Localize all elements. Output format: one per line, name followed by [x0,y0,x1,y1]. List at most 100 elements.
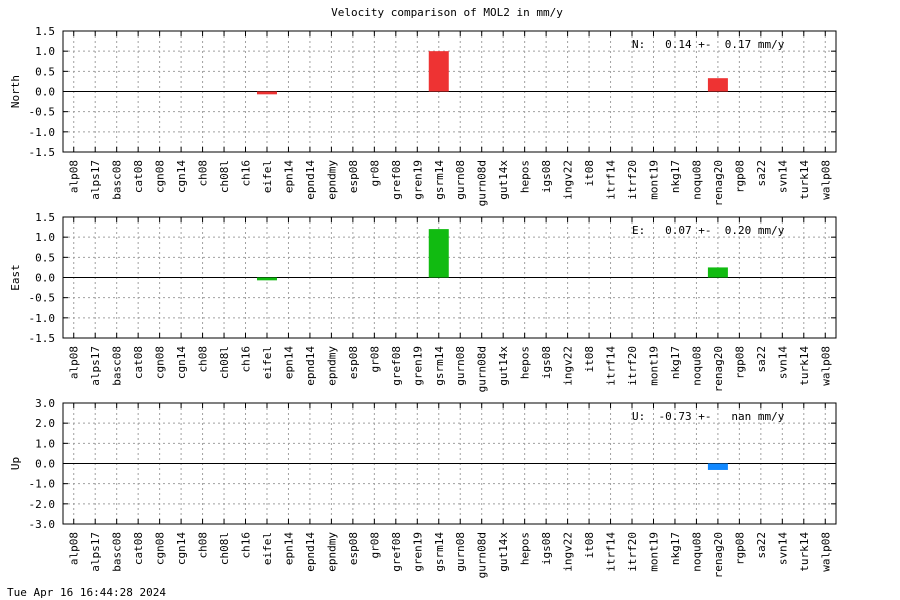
y-tick-label: -2.0 [29,498,56,511]
x-tick-label: gsrm14 [433,160,446,200]
x-tick-label: gren19 [411,532,424,572]
x-tick-label: epndmy [325,160,338,200]
bar-east-gsrm14 [428,229,449,278]
x-tick-label: svn14 [776,346,789,379]
x-tick-label: walp08 [819,532,832,572]
chart-panels: 1.5 1.0 0.5 0.0 -0.5 -1.0 -1.5 alp08 alps17 basc0… [9,25,837,578]
timestamp-footer: Tue Apr 16 16:44:28 2024 [7,586,166,599]
x-tick-label: ingv22 [562,346,575,386]
x-tick-label: mont19 [647,160,660,200]
x-tick-label: gren19 [411,346,424,386]
x-tick-label: noqu08 [690,160,703,200]
x-tick-label: basc08 [111,532,124,572]
x-tick-label: itrf14 [605,532,618,572]
x-tick-label: basc08 [111,346,124,386]
x-tick-label: ch16 [240,346,253,373]
x-tick-label: renag20 [712,160,725,206]
y-tick-label: 0.0 [35,272,55,285]
x-tick-label: gref08 [390,532,403,572]
x-tick-label: svn14 [776,532,789,565]
x-tick-label: ch08l [218,346,231,379]
x-tick-label: it08 [583,346,596,373]
x-tick-label: cgn14 [175,346,188,379]
x-tick-label: itrf14 [605,346,618,386]
x-tick-label: cgn14 [175,532,188,565]
bar-up-renag20 [707,463,728,470]
x-tick-label: hepos [519,346,532,379]
x-tick-label: gurn08 [454,346,467,386]
x-tick-label: ch08 [197,346,210,373]
x-tick-label: turk14 [798,160,811,200]
y-tick-label: 0.5 [35,251,55,264]
x-tick-label: itrf14 [605,160,618,200]
x-tick-label: epn14 [282,160,295,193]
x-tick-label: ch16 [240,532,253,559]
panel-frame [62,402,837,525]
y-tick-label: -1.0 [29,312,56,325]
x-tick-label: mont19 [647,346,660,386]
y-tick-label: -0.5 [29,292,56,305]
x-tick-label: epndmy [325,346,338,386]
x-tick-label: rgp08 [733,346,746,379]
x-tick-label: rgp08 [733,160,746,193]
x-tick-label: gurn08 [454,532,467,572]
x-tick-label: gsrm14 [433,532,446,572]
x-tick-label: cgn08 [154,160,167,193]
stats-annotation: E: 0.07 +- 0.20 mm/y [632,224,785,237]
x-tick-label: gut14x [497,532,510,572]
x-tick-label: it08 [583,160,596,187]
x-tick-label: gurn08 [454,160,467,200]
x-tick-label: gurn08d [476,346,489,392]
bar-north-gsrm14 [428,51,449,92]
x-tick-label: ch08l [218,160,231,193]
x-tick-label: itrf20 [626,160,639,200]
y-tick-label: -1.5 [29,146,56,159]
bar-east-renag20 [707,267,728,278]
x-tick-label: epn14 [282,346,295,379]
x-tick-label: hepos [519,532,532,565]
y-tick-label: 3.0 [35,397,55,410]
x-tick-label: ch16 [240,160,253,187]
x-tick-label: gut14x [497,346,510,386]
x-tick-label: alp08 [68,346,81,379]
bar-north-renag20 [707,78,728,92]
y-axis-label: East [9,264,22,291]
x-tick-label: mont19 [647,532,660,572]
stats-annotation: U: -0.73 +- nan mm/y [632,410,785,423]
bar-north-eifel [256,91,277,95]
y-tick-label: -1.0 [29,478,56,491]
x-tick-label: eifel [261,160,274,193]
y-tick-label: 0.0 [35,458,55,471]
x-tick-label: cat08 [132,346,145,379]
x-tick-label: eifel [261,532,274,565]
x-tick-label: sa22 [755,160,768,187]
x-tick-label: esp08 [347,346,360,379]
x-tick-label: igs08 [540,346,553,379]
x-tick-label: alps17 [89,532,102,572]
x-tick-label: cgn08 [154,346,167,379]
x-tick-label: alp08 [68,532,81,565]
x-tick-label: igs08 [540,160,553,193]
x-tick-label: alps17 [89,346,102,386]
y-tick-label: -1.0 [29,126,56,139]
x-tick-label: walp08 [819,346,832,386]
x-tick-label: cgn08 [154,532,167,565]
x-tick-label: gref08 [390,160,403,200]
x-tick-label: it08 [583,532,596,559]
x-tick-label: esp08 [347,532,360,565]
x-tick-label: svn14 [776,160,789,193]
y-tick-label: 1.0 [35,437,55,450]
x-tick-label: epnd14 [304,160,317,200]
y-axis-label: North [9,75,22,108]
x-tick-label: gut14x [497,160,510,200]
x-tick-label: esp08 [347,160,360,193]
y-tick-label: 1.0 [35,45,55,58]
y-tick-label: -0.5 [29,106,56,119]
x-tick-label: ch08l [218,532,231,565]
chart-title: Velocity comparison of MOL2 in mm/y [331,6,563,19]
x-tick-label: ingv22 [562,160,575,200]
x-tick-label: noqu08 [690,532,703,572]
bar-east-eifel [256,277,277,281]
x-tick-label: sa22 [755,346,768,373]
